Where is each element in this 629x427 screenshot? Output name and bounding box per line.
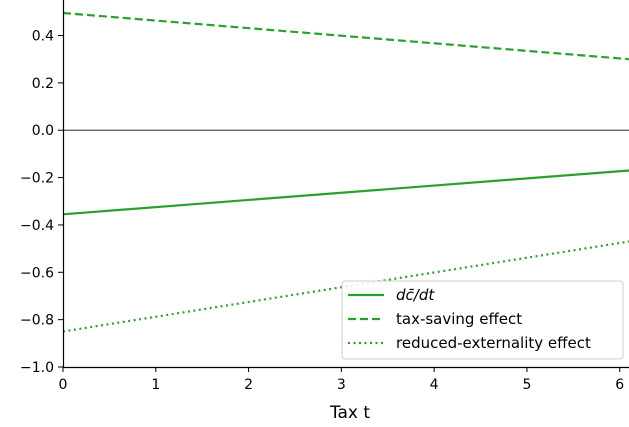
series-line-1 xyxy=(62,11,629,61)
legend-label-1: tax-saving effect xyxy=(396,310,522,328)
series-line-0 xyxy=(62,169,629,216)
y-tick-label: 0.2 xyxy=(32,76,54,92)
x-axis-label: Tax t xyxy=(329,403,370,423)
x-tick-label: 0 xyxy=(59,377,68,393)
y-tick-label: 0.0 xyxy=(32,123,54,139)
legend-box xyxy=(341,280,624,360)
x-tick-label: 1 xyxy=(151,377,160,393)
legend: dc̄/dt tax-saving effect reduced-externali… xyxy=(341,280,624,360)
x-tick-label: 6 xyxy=(615,377,624,393)
legend-label-2: reduced-externality effect xyxy=(396,334,591,352)
x-tick-label: 5 xyxy=(522,377,531,393)
y-tick-label: −0.2 xyxy=(20,171,54,187)
y-tick-label: −0.8 xyxy=(20,313,54,329)
legend-label-0: dc̄/dt xyxy=(396,286,435,304)
y-tick-label: −0.4 xyxy=(20,218,54,234)
x-tick-label: 3 xyxy=(337,377,346,393)
x-tick-label: 2 xyxy=(244,377,253,393)
y-tick-label: −1.0 xyxy=(20,360,54,376)
y-tick-label: 0.4 xyxy=(32,29,54,45)
x-tick-label: 4 xyxy=(430,377,439,393)
y-tick-label: −0.6 xyxy=(20,265,54,281)
